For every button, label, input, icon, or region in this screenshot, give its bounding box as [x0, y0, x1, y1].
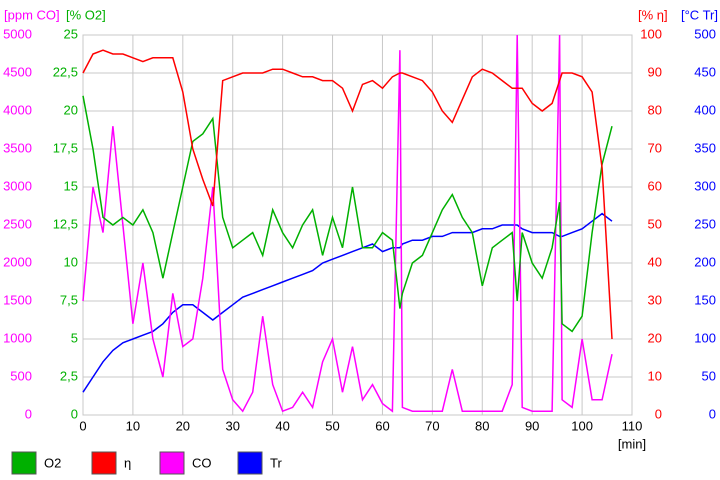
y-tick-label: 100: [640, 26, 662, 41]
axis-header: [% O2]: [66, 7, 106, 22]
legend-label: Tr: [270, 455, 282, 470]
series-line: [82, 49, 613, 340]
y-tick-label: 22,5: [53, 64, 78, 79]
y-tick-label: 50: [648, 216, 662, 231]
y-tick-label: 17,5: [53, 140, 78, 155]
series-line: [82, 95, 613, 333]
y-tick-label: 5: [71, 330, 78, 345]
y-tick-label: 500: [10, 368, 32, 383]
legend-swatch: [237, 451, 263, 475]
x-tick-label: 110: [622, 418, 643, 433]
y-tick-label: 50: [702, 368, 716, 383]
legend-label: η: [124, 455, 131, 470]
y-tick-label: 2000: [3, 254, 32, 269]
y-tick-label: 4500: [3, 64, 32, 79]
y-tick-label: 90: [648, 64, 662, 79]
x-tick-label: 30: [225, 418, 239, 433]
y-tick-label: 1000: [3, 330, 32, 345]
y-tick-label: 150: [694, 292, 716, 307]
y-tick-label: 80: [648, 102, 662, 117]
legend-swatch: [159, 451, 185, 475]
y-tick-label: 1500: [3, 292, 32, 307]
y-tick-label: 20: [648, 330, 662, 345]
y-tick-label: 450: [694, 64, 716, 79]
series-line: [82, 34, 613, 413]
y-tick-label: 40: [648, 254, 662, 269]
x-tick-label: 70: [425, 418, 439, 433]
y-tick-label: 0: [655, 406, 662, 421]
legend-label: CO: [192, 455, 212, 470]
axis-header: [ppm CO]: [4, 7, 60, 22]
plot-frame: [82, 34, 633, 416]
y-tick-label: 15: [64, 178, 78, 193]
x-tick-label: 80: [475, 418, 489, 433]
x-tick-label: 60: [375, 418, 389, 433]
y-tick-label: 200: [694, 254, 716, 269]
y-tick-label: 3000: [3, 178, 32, 193]
y-tick-label: 10: [64, 254, 78, 269]
y-tick-label: 350: [694, 140, 716, 155]
x-tick-label: 20: [176, 418, 190, 433]
x-axis-label: [min]: [618, 436, 646, 451]
y-tick-label: 500: [694, 26, 716, 41]
x-tick-label: 10: [126, 418, 140, 433]
y-tick-label: 2,5: [60, 368, 78, 383]
x-tick-label: 90: [525, 418, 539, 433]
y-tick-label: 3500: [3, 140, 32, 155]
legend-swatch: [91, 451, 117, 475]
y-tick-label: 0: [709, 406, 716, 421]
y-tick-label: 20: [64, 102, 78, 117]
y-tick-label: 4000: [3, 102, 32, 117]
y-tick-label: 70: [648, 140, 662, 155]
y-tick-label: 30: [648, 292, 662, 307]
y-tick-label: 12,5: [53, 216, 78, 231]
y-tick-label: 25: [64, 26, 78, 41]
axis-header: [% η]: [638, 7, 668, 22]
y-tick-label: 300: [694, 178, 716, 193]
x-tick-label: 0: [79, 418, 86, 433]
y-tick-label: 400: [694, 102, 716, 117]
y-tick-label: 7,5: [60, 292, 78, 307]
y-tick-label: 0: [71, 406, 78, 421]
y-tick-label: 2500: [3, 216, 32, 231]
y-tick-label: 60: [648, 178, 662, 193]
x-tick-label: 50: [325, 418, 339, 433]
y-tick-label: 5000: [3, 26, 32, 41]
legend-swatch: [11, 451, 37, 475]
y-tick-label: 0: [25, 406, 32, 421]
legend-label: O2: [44, 455, 61, 470]
axis-header: [°C Tr]: [681, 7, 718, 22]
y-tick-label: 100: [694, 330, 716, 345]
y-tick-label: 10: [648, 368, 662, 383]
x-tick-label: 100: [571, 418, 593, 433]
x-tick-label: 40: [275, 418, 289, 433]
y-tick-label: 250: [694, 216, 716, 231]
